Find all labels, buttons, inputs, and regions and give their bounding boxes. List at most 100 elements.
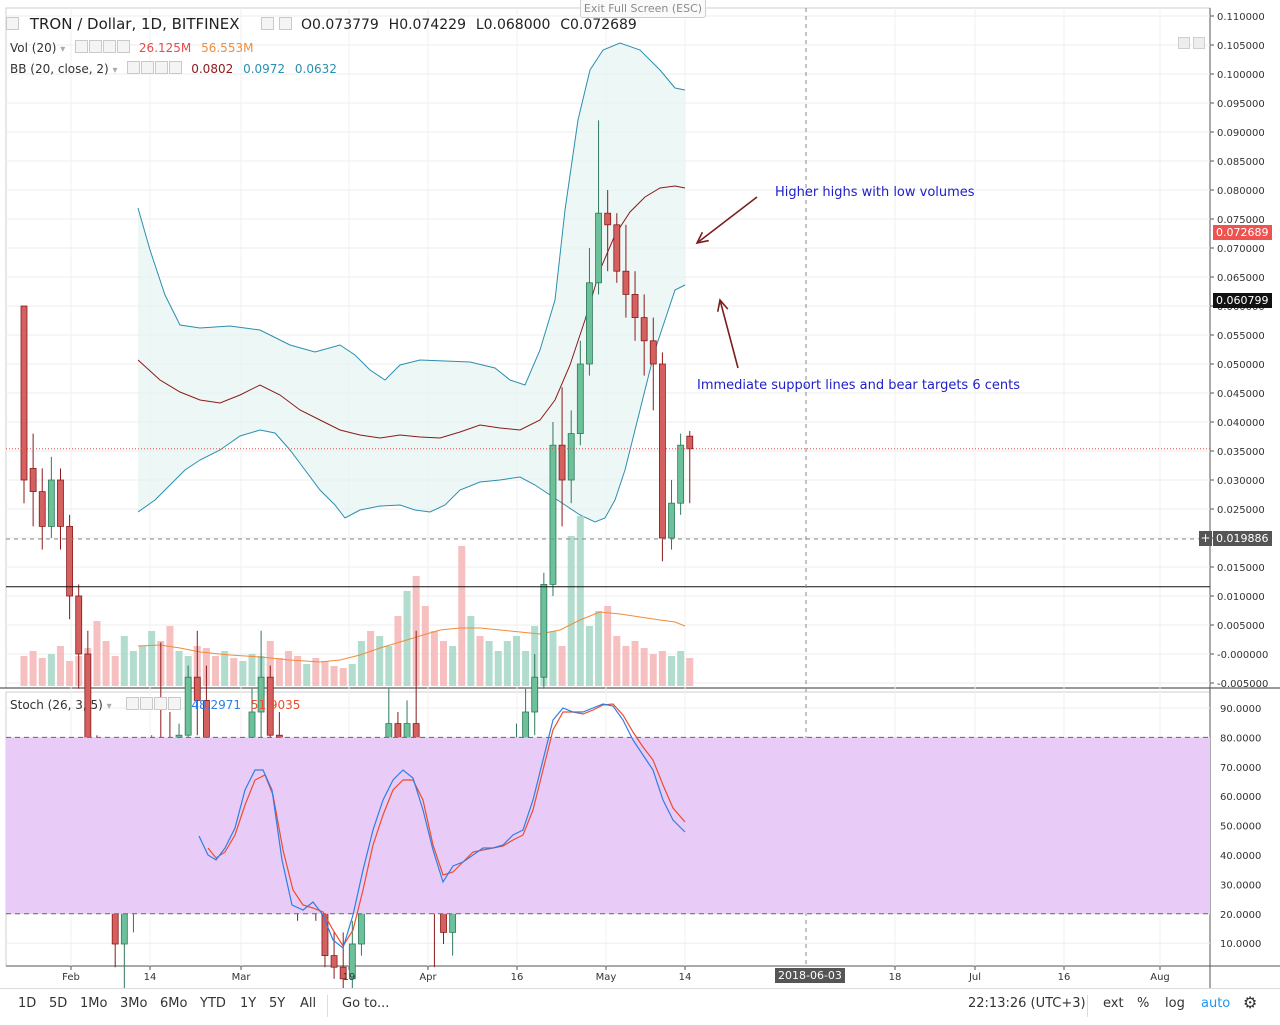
volume-bar — [567, 536, 575, 686]
gear-icon[interactable] — [279, 17, 293, 30]
vol-legend: Vol (20) ▾ 26.125M 56.553M — [10, 40, 253, 55]
candle-body — [631, 293, 639, 318]
vol-value: 26.125M — [138, 41, 192, 55]
annotation-support: Immediate support lines and bear targets… — [697, 378, 1021, 393]
crosshair-date-tag: 2018-06-03 — [775, 968, 845, 983]
volume-bar — [330, 666, 338, 686]
collapse-icon[interactable] — [6, 17, 19, 30]
volume-bar — [102, 641, 110, 686]
volume-bar — [549, 631, 557, 686]
candle-body — [348, 943, 356, 980]
volume-ma-line — [137, 611, 686, 663]
volume-bar — [622, 646, 630, 686]
scroll-up-icon[interactable] — [1178, 37, 1190, 49]
price-axis-label: 0.105000 — [1217, 41, 1265, 52]
candle-body — [20, 305, 28, 481]
time-axis-label: Aug — [1150, 972, 1170, 983]
clock-time: 22:13:26 (UTC+3) — [968, 996, 1086, 1011]
candle-body — [613, 224, 621, 272]
volume-bar — [212, 656, 220, 686]
divider — [1087, 995, 1088, 1017]
gear-icon[interactable]: ⚙ — [1243, 993, 1258, 1012]
volume-bar — [585, 626, 593, 686]
volume-bar — [47, 654, 55, 686]
ext-toggle[interactable]: ext — [1103, 996, 1124, 1011]
add-alert-icon[interactable]: + — [1199, 531, 1212, 546]
chevron-down-icon[interactable]: ▾ — [60, 44, 66, 55]
scroll-down-icon[interactable] — [1193, 37, 1205, 49]
close-icon[interactable] — [117, 40, 131, 53]
volume-bar — [348, 664, 356, 686]
range-all-button[interactable]: All — [300, 996, 317, 1011]
settings-icon[interactable] — [261, 17, 275, 30]
volume-bar — [139, 646, 147, 686]
candle-body — [586, 282, 593, 365]
gear-icon[interactable] — [141, 61, 155, 74]
main-legend: TRON / Dollar, 1D, BITFINEX O0.073779 H0… — [6, 15, 637, 33]
price-axis-label: 0.005000 — [1217, 621, 1265, 632]
plus-icon[interactable] — [103, 40, 117, 53]
log-toggle[interactable]: log — [1165, 996, 1185, 1011]
auto-toggle[interactable]: auto — [1201, 996, 1231, 1011]
time-axis-label: Apr — [419, 972, 437, 983]
time-axis-label: May — [596, 972, 617, 983]
range-5y-button[interactable]: 5Y — [269, 996, 286, 1011]
close-icon[interactable] — [169, 61, 183, 74]
eye-icon[interactable] — [125, 697, 139, 710]
price-axis-label: 0.090000 — [1217, 128, 1265, 139]
volume-bar — [494, 651, 502, 686]
volume-bar — [604, 606, 612, 686]
price-axis-label: 0.025000 — [1217, 505, 1265, 516]
volume-bar — [20, 656, 28, 686]
range-3mo-button[interactable]: 3Mo — [120, 996, 148, 1011]
candle-body — [677, 444, 685, 504]
gear-icon[interactable] — [139, 697, 153, 710]
chevron-down-icon[interactable]: ▾ — [106, 701, 112, 712]
bottom-toolbar: 1D 5D 1Mo 3Mo 6Mo YTD 1Y 5Y All Go to...… — [0, 988, 1280, 1025]
chevron-down-icon[interactable]: ▾ — [112, 65, 118, 76]
bb-legend: BB (20, close, 2) ▾ 0.0802 0.0972 0.0632 — [10, 61, 337, 76]
volume-bar — [303, 664, 311, 686]
bb-upper-value: 0.0972 — [243, 62, 286, 76]
candle-body — [576, 363, 584, 434]
candle-body — [47, 479, 55, 527]
range-6mo-button[interactable]: 6Mo — [160, 996, 188, 1011]
range-5d-button[interactable]: 5D — [49, 996, 68, 1011]
volume-bar — [248, 654, 256, 686]
range-ytd-button[interactable]: YTD — [200, 996, 226, 1011]
candle-body — [622, 270, 630, 295]
range-1d-button[interactable]: 1D — [18, 996, 37, 1011]
eye-icon[interactable] — [75, 40, 89, 53]
vol-label: Vol (20) — [10, 41, 57, 55]
range-1mo-button[interactable]: 1Mo — [80, 996, 108, 1011]
candle-body — [38, 491, 46, 527]
stoch-band-fill — [6, 737, 1210, 914]
volume-bar — [120, 636, 128, 686]
last-price-tag: 0.072689 — [1213, 225, 1272, 240]
gear-icon[interactable] — [89, 40, 103, 53]
range-1y-button[interactable]: 1Y — [240, 996, 257, 1011]
plus-icon[interactable] — [155, 61, 169, 74]
stoch-legend: Stoch (26, 3, 5) ▾ 48.2971 51.9035 — [10, 697, 300, 712]
price-axis-label: 0.050000 — [1217, 360, 1265, 371]
percent-toggle[interactable]: % — [1137, 996, 1150, 1011]
exit-fullscreen-button[interactable]: Exit Full Screen (ESC) — [580, 0, 706, 18]
volume-bar — [312, 658, 320, 686]
goto-date-button[interactable]: Go to... — [342, 996, 390, 1011]
candle-body — [339, 966, 347, 980]
price-axis-label: 0.065000 — [1217, 273, 1265, 284]
time-axis-label: Feb — [62, 972, 80, 983]
candle-body — [558, 444, 566, 481]
price-axis-label: 0.085000 — [1217, 157, 1265, 168]
plus-icon[interactable] — [153, 697, 167, 710]
volume-bar — [658, 651, 666, 686]
price-axis-label: 0.055000 — [1217, 331, 1265, 342]
time-axis-label: 19 — [343, 972, 356, 983]
volume-bar — [66, 661, 74, 686]
eye-icon[interactable] — [127, 61, 141, 74]
volume-bar — [321, 661, 329, 686]
time-axis-label: Jul — [968, 972, 981, 983]
close-icon[interactable] — [167, 697, 181, 710]
volume-bar — [613, 636, 621, 686]
